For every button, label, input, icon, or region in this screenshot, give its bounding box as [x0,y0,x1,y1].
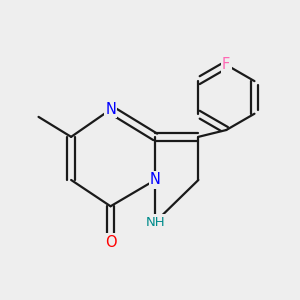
Text: N: N [150,172,161,188]
Text: O: O [105,235,116,250]
Text: NH: NH [146,215,165,229]
Text: N: N [105,102,116,117]
Text: F: F [222,57,230,72]
